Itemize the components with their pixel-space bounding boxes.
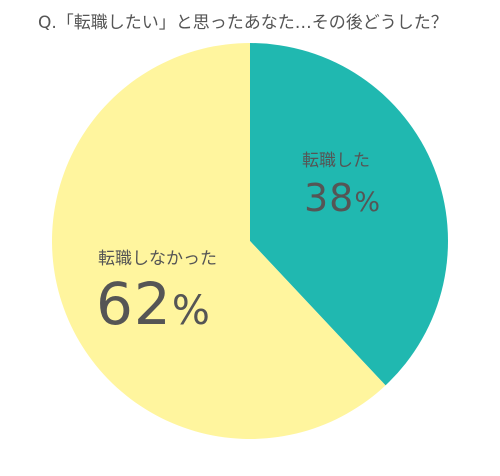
slice-percent-changed-jobs: 38% [304,176,380,220]
slice-unit-did-not-change-jobs: % [171,288,210,334]
pie-slice-changed-jobs [250,43,449,386]
pie-slice-did-not-change-jobs [51,43,386,439]
slice-label-did-not-change-jobs: 転職しなかった [98,249,217,269]
chart-title: Q.「転職したい」と思ったあなた…その後どうした？ [38,13,448,33]
slice-percent-did-not-change-jobs: 62% [96,270,210,338]
slice-unit-changed-jobs: % [354,187,381,218]
slice-value-changed-jobs: 38 [304,176,355,220]
slice-value-did-not-change-jobs: 62 [96,270,172,338]
slice-label-changed-jobs: 転職した [302,151,370,171]
